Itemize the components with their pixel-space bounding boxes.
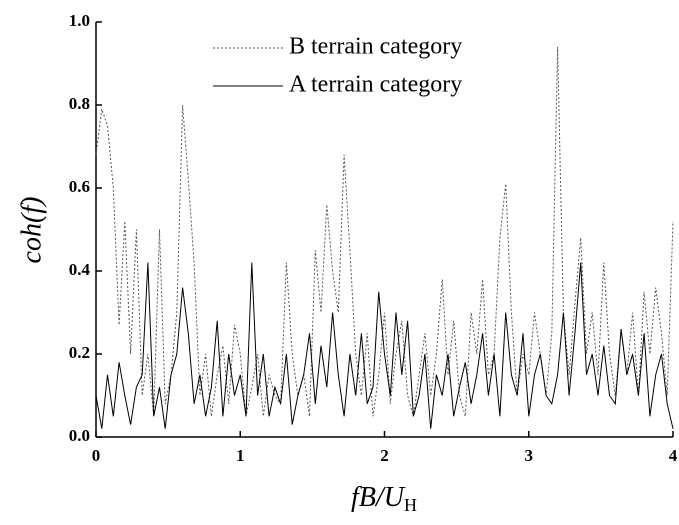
legend-label: A terrain category: [289, 72, 462, 98]
x-axis-label: fB/UH: [351, 482, 417, 515]
series-line: [95, 46, 674, 417]
y-tick-label: 0.8: [69, 94, 90, 113]
series-line: [95, 262, 674, 429]
x-tick-label: 0: [92, 446, 101, 465]
x-tick-label: 3: [525, 446, 534, 465]
y-tick-label: 0.6: [69, 177, 90, 196]
y-tick-label: 0.2: [69, 343, 90, 362]
y-tick-label: 0.0: [69, 426, 90, 445]
y-tick-label: 0.4: [69, 260, 91, 279]
x-tick-label: 1: [236, 446, 245, 465]
x-tick-label: 2: [380, 446, 389, 465]
y-tick-label: 1.0: [69, 11, 90, 30]
x-axis-label-sub: H: [404, 495, 417, 515]
legend-label: B terrain category: [289, 34, 462, 60]
x-axis-label-main: fB/U: [351, 482, 406, 513]
y-axis-label: coh(f): [16, 197, 47, 264]
x-tick-label: 4: [669, 446, 678, 465]
